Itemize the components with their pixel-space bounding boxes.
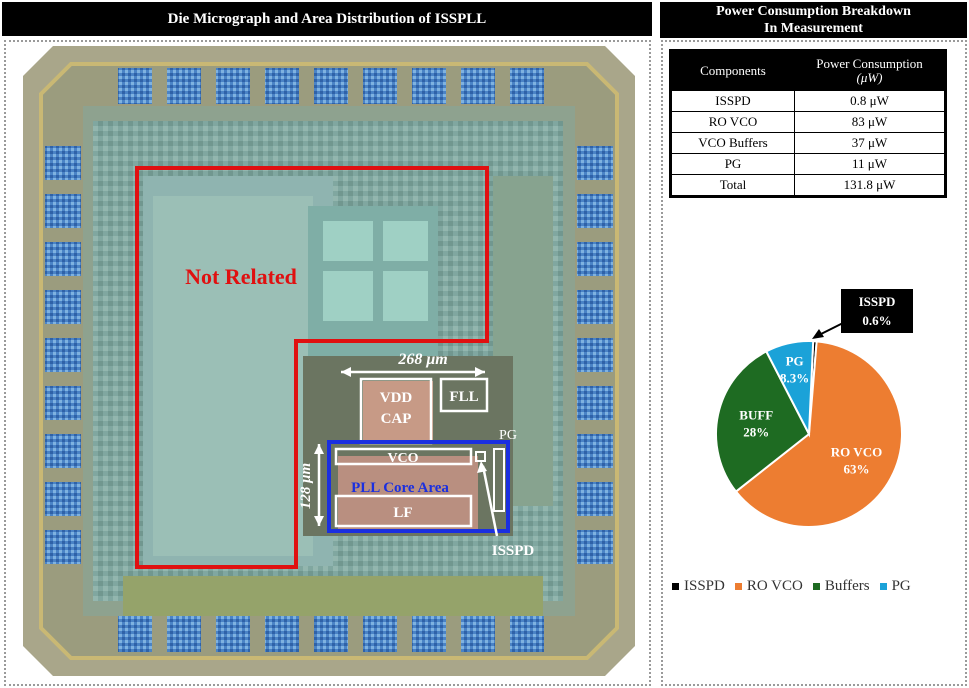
header-power-unit: (μW) — [856, 70, 883, 85]
isspd-die-label: ISSPD — [492, 543, 535, 559]
row-value: 37 μW — [794, 132, 946, 154]
legend-item: RO VCO — [734, 578, 803, 594]
table-row: Total 131.8 μW — [670, 174, 946, 197]
pads-bottom — [118, 616, 544, 652]
power-pie-chart: RO VCO 63% BUFF 28% PG 8.3% ISSPD 0.6% — [715, 289, 913, 528]
pg-label: PG — [499, 428, 517, 443]
legend-item: PG — [879, 578, 911, 594]
row-component: RO VCO — [670, 111, 795, 133]
vco-box — [334, 447, 473, 466]
table-row: RO VCO 83 μW — [670, 111, 946, 133]
width-dimension-label: 268 μm — [397, 351, 447, 368]
header-components: Components — [670, 50, 795, 91]
table-header-row: Components Power Consumption (μW) — [670, 50, 946, 91]
isspd-callout-arrowhead — [812, 329, 824, 339]
row-component: PG — [670, 153, 795, 175]
die-panel-frame — [4, 40, 651, 686]
pie-slice-name: RO VCO — [831, 445, 882, 460]
pads-left — [45, 146, 81, 564]
row-component: VCO Buffers — [670, 132, 795, 154]
pie-legend: ISSPD RO VCO Buffers PG — [672, 578, 962, 595]
die-micrograph: Not Related 268 μm VDD CAP FLL PG VCO PL… — [23, 46, 635, 676]
header-power: Power Consumption (μW) — [794, 50, 946, 91]
row-component: Total — [670, 174, 795, 197]
row-component: ISSPD — [670, 90, 795, 112]
fll-box — [439, 377, 489, 413]
table-row: PG 11 μW — [670, 153, 946, 175]
pie-slice-ro-vco — [734, 340, 903, 528]
cap-label: CAP — [381, 411, 412, 427]
legend-swatch — [734, 583, 742, 591]
pie-slices — [715, 340, 903, 528]
pie-slice-name: BUFF — [739, 408, 773, 423]
pg-box — [493, 448, 505, 512]
legend-label: Buffers — [824, 578, 870, 594]
die-panel-title: Die Micrograph and Area Distribution of … — [2, 2, 652, 36]
isspd-box — [475, 451, 486, 462]
pie-slice-buffers — [715, 350, 811, 493]
pll-core-label: PLL Core Area — [351, 480, 449, 496]
row-value: 131.8 μW — [794, 174, 946, 197]
vdd-label: VDD — [380, 390, 413, 406]
pads-right — [577, 146, 613, 564]
table-row: ISSPD 0.8 μW — [670, 90, 946, 112]
legend-label: PG — [891, 578, 911, 594]
legend-swatch — [812, 583, 820, 591]
legend-item: Buffers — [812, 578, 870, 594]
legend-swatch — [879, 583, 887, 591]
vco-label: VCO — [387, 451, 418, 466]
not-related-label: Not Related — [185, 264, 297, 289]
isspd-arrow — [481, 465, 499, 537]
legend-swatch — [672, 583, 679, 591]
legend-item: ISSPD — [672, 578, 725, 594]
isspd-callout-box — [841, 289, 913, 333]
pll-core-outline — [327, 440, 510, 533]
table-row: VCO Buffers 37 μW — [670, 132, 946, 154]
power-title-line2: In Measurement — [764, 21, 863, 36]
power-title-line1: Power Consumption Breakdown — [716, 4, 911, 19]
lf-label: LF — [393, 505, 412, 521]
pie-slice-pg — [764, 340, 815, 438]
row-value: 83 μW — [794, 111, 946, 133]
pads-top — [118, 68, 544, 104]
legend-label: ISSPD — [684, 578, 725, 594]
power-panel-frame — [661, 40, 967, 686]
power-table: Components Power Consumption (μW) ISSPD 0… — [669, 49, 947, 198]
header-power-label: Power Consumption — [816, 56, 923, 71]
isspd-callout-value: 0.6% — [862, 313, 891, 328]
isspd-callout-name: ISSPD — [859, 294, 896, 309]
row-value: 11 μW — [794, 153, 946, 175]
power-panel-title: Power Consumption Breakdown In Measureme… — [660, 2, 967, 38]
fll-label: FLL — [449, 389, 478, 405]
height-dimension-label: 128 μm — [298, 463, 314, 509]
pie-slice-value: 63% — [844, 462, 870, 477]
pie-labels: RO VCO 63% BUFF 28% PG 8.3% — [739, 354, 882, 477]
lf-box — [334, 494, 473, 528]
pie-slice-value: 28% — [743, 425, 769, 440]
legend-label: RO VCO — [746, 578, 803, 594]
row-value: 0.8 μW — [794, 90, 946, 112]
pie-slice-value: 8.3% — [780, 371, 809, 386]
pie-slice-name: PG — [786, 354, 804, 369]
not-related-outline — [135, 166, 489, 569]
